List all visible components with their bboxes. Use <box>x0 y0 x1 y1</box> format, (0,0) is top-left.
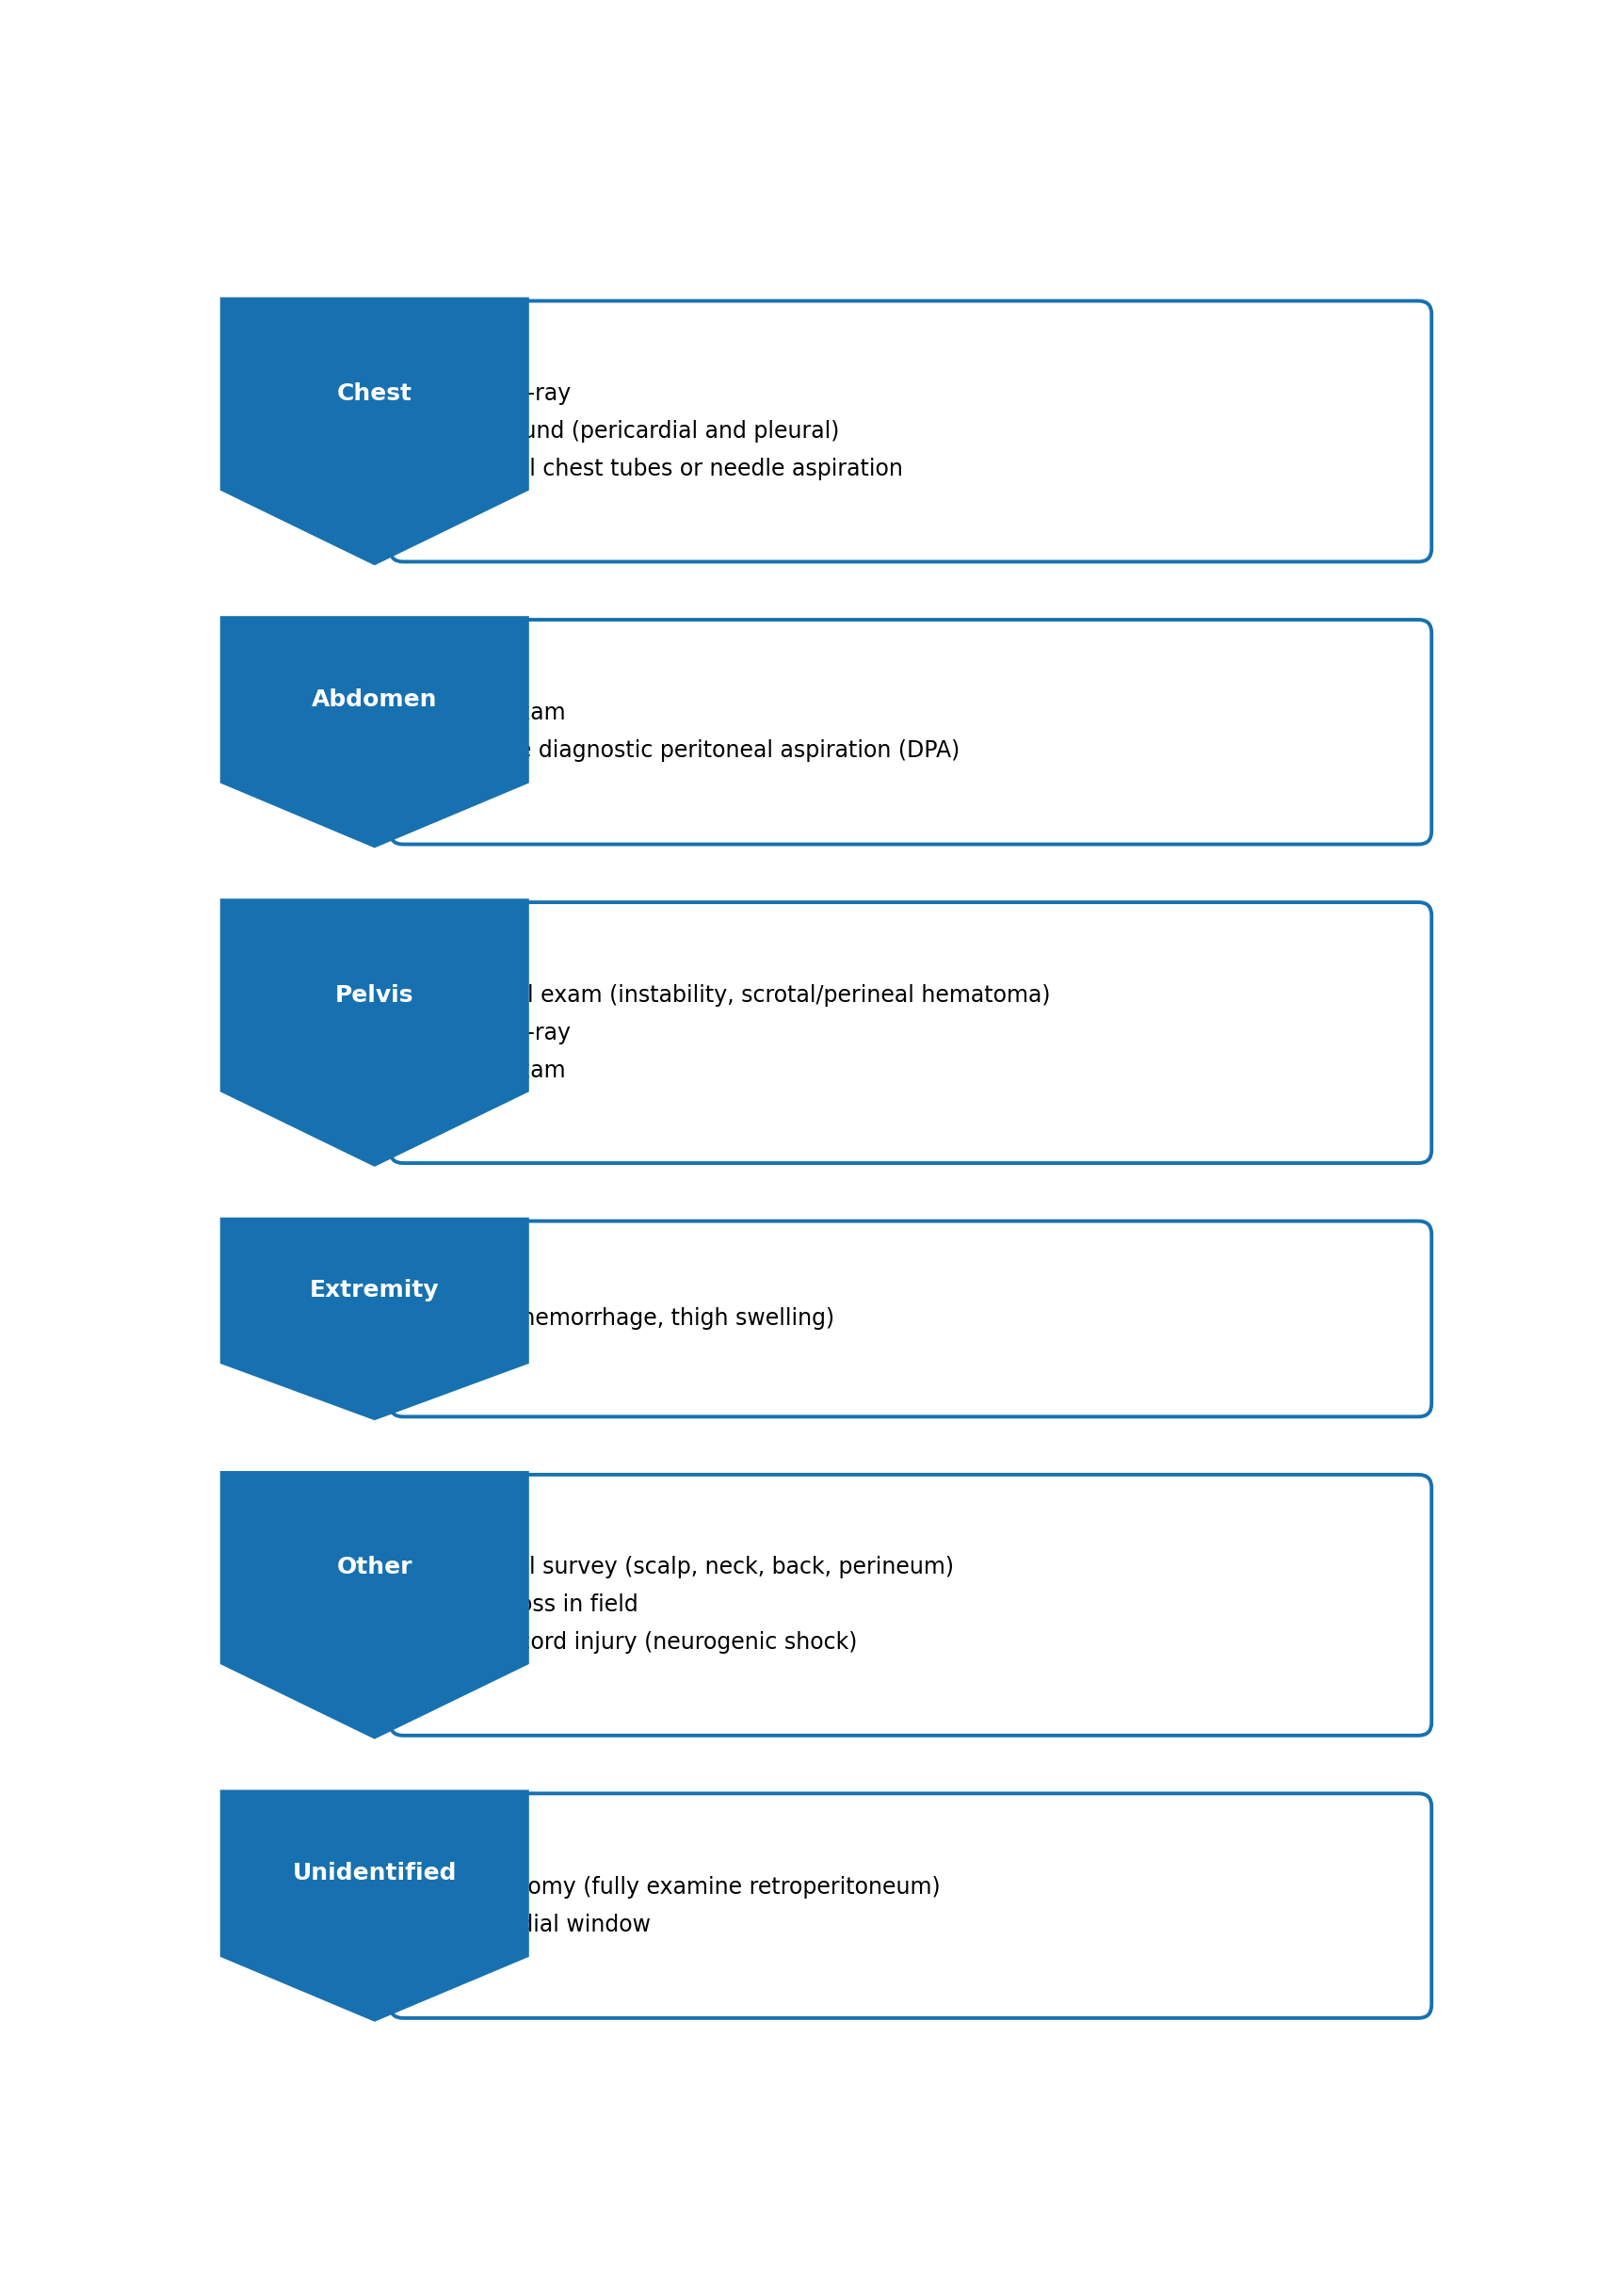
Text: • Laparotomy (fully examine retroperitoneum): • Laparotomy (fully examine retroperiton… <box>423 1876 939 1899</box>
Text: • Pelvis x-ray: • Pelvis x-ray <box>423 1022 570 1045</box>
Text: • Ultrasound (pericardial and pleural): • Ultrasound (pericardial and pleural) <box>423 420 839 443</box>
Text: • Bilateral chest tubes or needle aspiration: • Bilateral chest tubes or needle aspira… <box>423 457 902 480</box>
Text: • Chest x-ray: • Chest x-ray <box>423 383 571 404</box>
Text: • Bedside diagnostic peritoneal aspiration (DPA): • Bedside diagnostic peritoneal aspirati… <box>423 739 959 762</box>
Text: • External survey (scalp, neck, back, perineum): • External survey (scalp, neck, back, pe… <box>423 1557 954 1580</box>
Text: Abdomen: Abdomen <box>312 689 437 712</box>
FancyBboxPatch shape <box>391 620 1430 845</box>
Polygon shape <box>220 1791 529 2023</box>
Polygon shape <box>220 1217 529 1421</box>
Text: • FAST exam: • FAST exam <box>423 703 565 726</box>
Text: • Exam (hemorrhage, thigh swelling): • Exam (hemorrhage, thigh swelling) <box>423 1309 834 1329</box>
FancyBboxPatch shape <box>391 1793 1430 2018</box>
FancyBboxPatch shape <box>391 1474 1430 1736</box>
Polygon shape <box>220 615 529 847</box>
Text: Extremity: Extremity <box>310 1279 439 1302</box>
Text: Chest: Chest <box>337 383 412 404</box>
Text: Pelvis: Pelvis <box>336 985 413 1006</box>
Text: Unidentified: Unidentified <box>292 1862 457 1885</box>
FancyBboxPatch shape <box>391 301 1430 563</box>
Text: • Blood loss in field: • Blood loss in field <box>423 1593 638 1616</box>
Text: • Spinal cord injury (neurogenic shock): • Spinal cord injury (neurogenic shock) <box>423 1632 857 1653</box>
Polygon shape <box>220 296 529 565</box>
Polygon shape <box>220 1472 529 1738</box>
FancyBboxPatch shape <box>391 1221 1430 1417</box>
Polygon shape <box>220 898 529 1166</box>
Text: • Physical exam (instability, scrotal/perineal hematoma): • Physical exam (instability, scrotal/pe… <box>423 983 1049 1006</box>
Text: • Pericardial window: • Pericardial window <box>423 1913 650 1936</box>
FancyBboxPatch shape <box>391 902 1430 1164</box>
Text: • FAST exam: • FAST exam <box>423 1058 565 1081</box>
Text: Other: Other <box>336 1557 412 1580</box>
